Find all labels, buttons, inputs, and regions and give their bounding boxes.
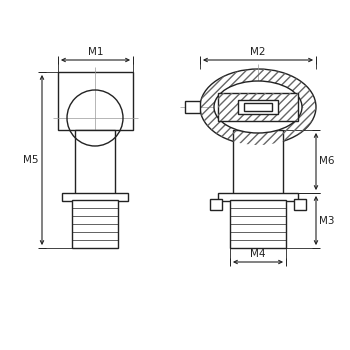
Bar bbox=[218, 193, 298, 201]
Ellipse shape bbox=[214, 81, 302, 133]
Ellipse shape bbox=[200, 69, 316, 145]
Bar bbox=[62, 193, 128, 201]
Bar bbox=[185, 101, 200, 113]
Text: M3: M3 bbox=[319, 216, 335, 225]
Bar bbox=[72, 200, 118, 248]
Bar bbox=[244, 103, 272, 111]
Bar bbox=[238, 100, 278, 114]
Bar bbox=[210, 199, 222, 210]
Text: M2: M2 bbox=[250, 47, 266, 57]
Text: M4: M4 bbox=[250, 249, 266, 259]
Bar bbox=[233, 130, 283, 195]
Bar bbox=[230, 200, 286, 248]
Bar bbox=[218, 93, 298, 121]
Text: M1: M1 bbox=[88, 47, 103, 57]
Bar bbox=[75, 130, 115, 195]
Bar bbox=[58, 72, 133, 130]
Text: M5: M5 bbox=[23, 155, 39, 165]
Text: M6: M6 bbox=[319, 156, 335, 167]
Bar bbox=[218, 93, 298, 121]
Bar bbox=[294, 199, 306, 210]
